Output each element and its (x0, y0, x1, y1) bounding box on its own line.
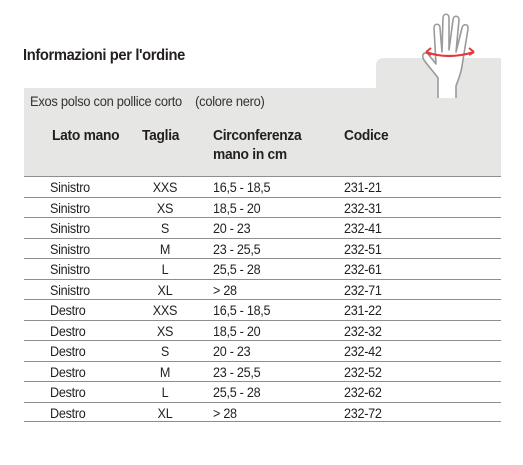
table-row: Destro XXS 16,5 - 18,5 231-22 (24, 299, 501, 320)
header-code: Codice (344, 127, 389, 144)
cell-code: 232-61 (344, 261, 382, 277)
table-row: Sinistro M 23 - 25,5 232-51 (24, 237, 501, 259)
cell-size: M (159, 240, 171, 257)
order-table: Lato mano Taglia Circonferenza mano in c… (24, 116, 501, 422)
product-subtitle: Exos polso con pollice corto (colore ner… (30, 93, 265, 109)
cell-circumference: > 28 (213, 404, 237, 421)
table-row: Sinistro XL > 28 232-71 (24, 278, 501, 300)
cell-code: 232-71 (344, 281, 382, 298)
table-row: Destro M 23 - 25,5 232-52 (24, 360, 501, 382)
header-side: Lato mano (52, 127, 120, 144)
header-size: Taglia (142, 127, 180, 144)
cell-size: XXS (152, 302, 178, 318)
cell-circumference: > 28 (213, 281, 237, 298)
cell-side: Destro (50, 322, 86, 339)
table-row: Destro S 20 - 23 232-42 (24, 340, 501, 361)
cell-circumference: 23 - 25,5 (213, 363, 261, 380)
table-row: Sinistro S 20 - 23 232-41 (24, 217, 501, 238)
cell-size: L (161, 261, 169, 277)
cell-side: Sinistro (50, 240, 90, 257)
cell-circumference: 23 - 25,5 (213, 240, 261, 257)
cell-code: 232-51 (344, 240, 382, 257)
table-row: Destro L 25,5 - 28 232-62 (24, 381, 501, 402)
cell-size: L (161, 384, 169, 400)
cell-code: 232-72 (344, 404, 382, 421)
cell-code: 232-52 (344, 363, 382, 380)
cell-side: Destro (50, 363, 86, 380)
header-circ-line2: mano in cm (213, 146, 287, 163)
table-row: Sinistro XS 18,5 - 20 232-31 (24, 196, 501, 218)
table-row: Sinistro XXS 16,5 - 18,5 231-21 (24, 176, 501, 197)
cell-side: Sinistro (50, 220, 90, 236)
table-row: Destro XS 18,5 - 20 232-32 (24, 319, 501, 341)
table-row: Destro XL > 28 232-72 (24, 401, 501, 422)
cell-size: XS (156, 322, 174, 339)
cell-side: Sinistro (50, 179, 90, 195)
table-body: Sinistro XXS 16,5 - 18,5 231-21 Sinistro XS 18… (24, 176, 501, 422)
cell-size: XL (157, 281, 173, 298)
cell-size: XXS (152, 179, 178, 195)
header-circumference: Circonferenza mano in cm (213, 126, 302, 164)
cell-side: Destro (50, 384, 86, 400)
cell-code: 232-32 (344, 322, 382, 339)
header-circ-line1: Circonferenza (213, 127, 302, 144)
cell-code: 232-31 (344, 199, 382, 216)
cell-code: 231-22 (344, 302, 382, 318)
cell-circumference: 18,5 - 20 (213, 199, 261, 216)
cell-code: 231-21 (344, 179, 382, 195)
cell-size: S (160, 343, 170, 359)
hand-measure-icon (421, 13, 475, 98)
cell-side: Sinistro (50, 261, 90, 277)
cell-size: M (159, 363, 171, 380)
cell-side: Destro (50, 404, 86, 421)
cell-circumference: 25,5 - 28 (213, 384, 261, 400)
cell-circumference: 20 - 23 (213, 343, 251, 359)
cell-circumference: 20 - 23 (213, 220, 251, 236)
cell-side: Destro (50, 302, 86, 318)
cell-circumference: 16,5 - 18,5 (213, 179, 271, 195)
cell-size: XS (156, 199, 174, 216)
cell-side: Sinistro (50, 281, 90, 298)
cell-circumference: 16,5 - 18,5 (213, 302, 271, 318)
cell-side: Destro (50, 343, 86, 359)
table-row: Sinistro L 25,5 - 28 232-61 (24, 258, 501, 279)
cell-size: XL (157, 404, 173, 421)
cell-size: S (160, 220, 170, 236)
cell-side: Sinistro (50, 199, 90, 216)
cell-code: 232-42 (344, 343, 382, 359)
cell-code: 232-41 (344, 220, 382, 236)
cell-circumference: 25,5 - 28 (213, 261, 261, 277)
page-title: Informazioni per l'ordine (23, 47, 185, 64)
table-header: Lato mano Taglia Circonferenza mano in c… (24, 116, 501, 176)
cell-circumference: 18,5 - 20 (213, 322, 261, 339)
cell-code: 232-62 (344, 384, 382, 400)
